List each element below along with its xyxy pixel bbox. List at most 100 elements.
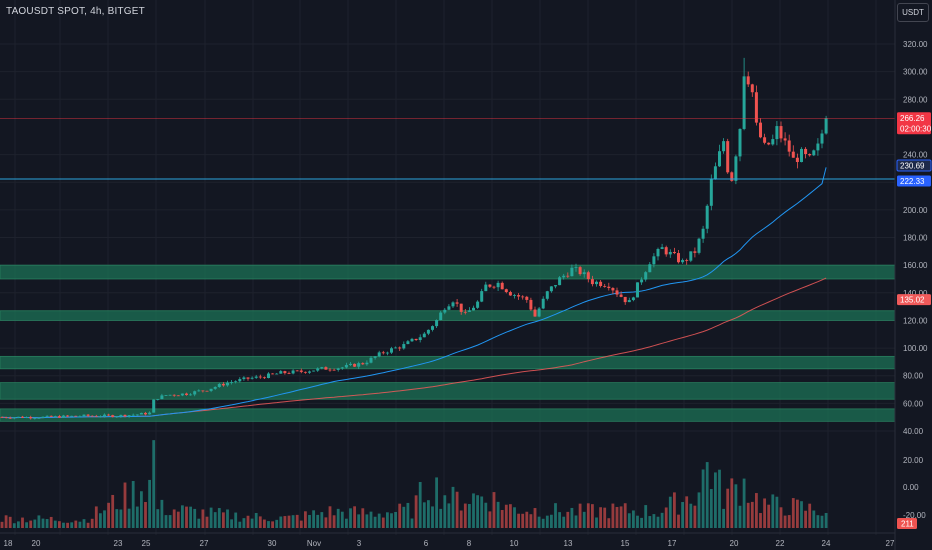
volume-bar <box>336 508 340 528</box>
candle-body <box>402 344 406 349</box>
volume-bar <box>755 493 758 528</box>
candle-body <box>463 311 467 313</box>
price-tag-label: 135.02 <box>900 296 925 305</box>
volume-bar <box>283 516 287 528</box>
volume-bar <box>738 505 742 528</box>
volume-bar <box>33 519 37 528</box>
candle-body <box>279 371 283 374</box>
candle-body <box>45 415 49 417</box>
volume-bar <box>246 515 250 528</box>
volume-bar <box>796 499 799 528</box>
candle-body <box>160 395 164 400</box>
volume-bar <box>742 478 746 528</box>
candle-body <box>381 352 385 354</box>
candle-body <box>0 417 4 418</box>
volume-bar <box>709 489 713 528</box>
candle-body <box>394 347 398 349</box>
time-axis-label: 18 <box>4 539 13 548</box>
candle-body <box>549 286 553 292</box>
candle-body <box>377 352 381 357</box>
candle-body <box>209 388 213 391</box>
candle-body <box>336 368 340 370</box>
candle-body <box>287 373 291 374</box>
volume-bar <box>480 496 484 528</box>
candle-body <box>730 172 734 181</box>
volume-bar <box>373 516 377 528</box>
candle-body <box>820 133 824 144</box>
volume-bar <box>99 513 102 528</box>
volume-bar <box>410 518 414 528</box>
candle-body <box>459 303 463 312</box>
volume-bar <box>500 510 504 528</box>
volume-axis-label: -20.00 <box>903 511 926 520</box>
candle-body <box>660 247 664 250</box>
volume-bar <box>201 509 205 528</box>
volume-bar <box>476 495 479 528</box>
volume-bar <box>431 506 434 528</box>
candle-body <box>365 362 369 365</box>
candle-body <box>644 272 648 280</box>
candle-body <box>570 267 574 277</box>
volume-bar <box>791 498 795 528</box>
candle-body <box>37 417 41 419</box>
volume-bar <box>455 491 459 528</box>
volume-bar <box>156 509 160 528</box>
volume-bar <box>148 479 151 528</box>
candle-body <box>29 417 33 419</box>
volume-bar <box>217 508 221 528</box>
candle-body <box>689 251 693 261</box>
candle-body <box>98 416 102 418</box>
volume-bar <box>677 514 680 528</box>
candle-body <box>496 282 500 288</box>
volume-bar <box>312 510 315 528</box>
price-tag-label: 222.33 <box>900 177 925 186</box>
currency-button[interactable]: USDT <box>897 3 929 22</box>
volume-bar <box>328 506 332 528</box>
volume-bar <box>566 511 570 528</box>
support-zone <box>0 264 896 280</box>
candle-body <box>414 338 418 341</box>
candle-body <box>373 356 377 358</box>
volume-bar <box>279 516 283 528</box>
candle-body <box>70 415 74 417</box>
candle-body <box>603 286 607 287</box>
volume-bar <box>29 520 33 528</box>
price-axis-label: 200.00 <box>903 206 928 215</box>
candle-body <box>78 416 82 417</box>
volume-bar <box>357 514 361 528</box>
volume-bar <box>349 508 352 528</box>
volume-axis-label: 0.00 <box>903 483 919 492</box>
volume-bar <box>316 514 320 528</box>
candle-body <box>668 251 672 255</box>
price-axis-label: 320.00 <box>903 40 928 49</box>
support-zone <box>0 355 896 370</box>
price-axis-label: 40.00 <box>903 427 924 436</box>
price-axis-label: 180.00 <box>903 234 928 243</box>
candle-body <box>504 289 508 293</box>
volume-bar <box>714 472 717 528</box>
candle-body <box>123 414 127 417</box>
candle-body <box>726 141 730 173</box>
volume-bar <box>804 510 807 528</box>
candle-body <box>201 390 205 392</box>
candle-body <box>718 151 721 167</box>
candle-body <box>258 376 262 378</box>
volume-bar <box>570 507 574 528</box>
volume-bar <box>308 514 311 528</box>
price-tag-current <box>897 112 931 135</box>
candle-body <box>168 394 172 396</box>
candle-body <box>33 418 37 419</box>
candle-body <box>82 414 86 417</box>
moving-average-fast <box>1 167 827 419</box>
time-axis-label: 3 <box>357 539 362 548</box>
volume-bar <box>332 515 336 528</box>
candle-body <box>492 286 496 288</box>
price-axis-label: 60.00 <box>903 399 924 408</box>
volume-bar <box>463 503 467 528</box>
volume-bar <box>746 502 750 528</box>
candle-body <box>529 299 533 310</box>
candle-body <box>738 128 742 157</box>
volume-bar <box>750 501 754 528</box>
volume-bar <box>595 517 598 528</box>
